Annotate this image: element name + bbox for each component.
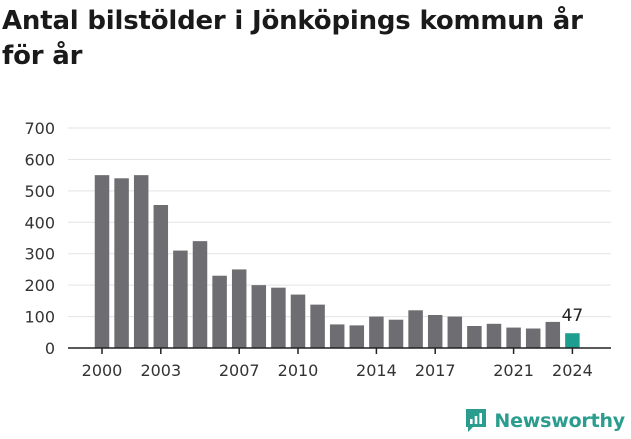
data-labels: 47 — [562, 306, 584, 326]
bar-2015 — [388, 319, 404, 348]
y-axis-tick-labels: 0 100 200 300 400 500 600 700 — [24, 119, 55, 358]
x-tick-label-2017: 2017 — [415, 361, 456, 380]
bar-2012 — [329, 324, 345, 348]
bar-2019 — [467, 326, 482, 348]
brand-logo: Newsworthy — [464, 408, 625, 434]
bar-2013 — [349, 325, 365, 348]
bar-2004 — [173, 250, 188, 348]
bar-2024 — [565, 333, 580, 348]
newsworthy-logo-icon — [466, 409, 487, 432]
bar-2017 — [427, 315, 443, 348]
bar-2014 — [369, 316, 384, 348]
x-tick-label-2021: 2021 — [493, 361, 534, 380]
bar-2007 — [231, 269, 247, 348]
y-tick-label-0: 0 — [45, 339, 55, 358]
x-tick-label-2003: 2003 — [140, 361, 181, 380]
bar-2023 — [545, 321, 561, 348]
y-tick-label-300: 300 — [24, 245, 55, 264]
x-tick-label-2014: 2014 — [356, 361, 397, 380]
bar-2001 — [114, 178, 129, 348]
x-tick-label-2000: 2000 — [82, 361, 123, 380]
x-axis-ticks: 2000 2003 2007 2010 2014 2017 2021 2024 — [82, 348, 593, 380]
y-tick-label-600: 600 — [24, 150, 55, 169]
bar-2016 — [408, 310, 423, 348]
y-tick-label-700: 700 — [24, 119, 55, 138]
bar-2022 — [525, 328, 541, 348]
bar-2009 — [271, 287, 286, 348]
bar-2021 — [506, 327, 521, 348]
bar-2006 — [212, 275, 227, 348]
x-tick-label-2024: 2024 — [552, 361, 593, 380]
bar-2005 — [192, 241, 208, 348]
data-label-2024: 47 — [562, 306, 584, 326]
bar-2011 — [310, 304, 325, 348]
x-tick-label-2010: 2010 — [278, 361, 319, 380]
brand-name: Newsworthy — [494, 410, 625, 432]
bar-2002 — [133, 175, 149, 348]
bars — [94, 175, 580, 348]
y-tick-label-200: 200 — [24, 276, 55, 295]
bar-2003 — [153, 205, 169, 348]
x-tick-label-2007: 2007 — [219, 361, 260, 380]
y-tick-label-400: 400 — [24, 213, 55, 232]
y-tick-label-500: 500 — [24, 182, 55, 201]
y-tick-label-100: 100 — [24, 308, 55, 327]
bar-2000 — [94, 175, 110, 348]
bar-2010 — [290, 294, 306, 348]
chart-title: Antal bilstölder i Jönköpings kommun år … — [2, 6, 583, 71]
bar-2020 — [486, 323, 502, 348]
bar-2018 — [447, 316, 463, 348]
gridlines — [68, 127, 611, 318]
bar-2008 — [251, 285, 267, 348]
